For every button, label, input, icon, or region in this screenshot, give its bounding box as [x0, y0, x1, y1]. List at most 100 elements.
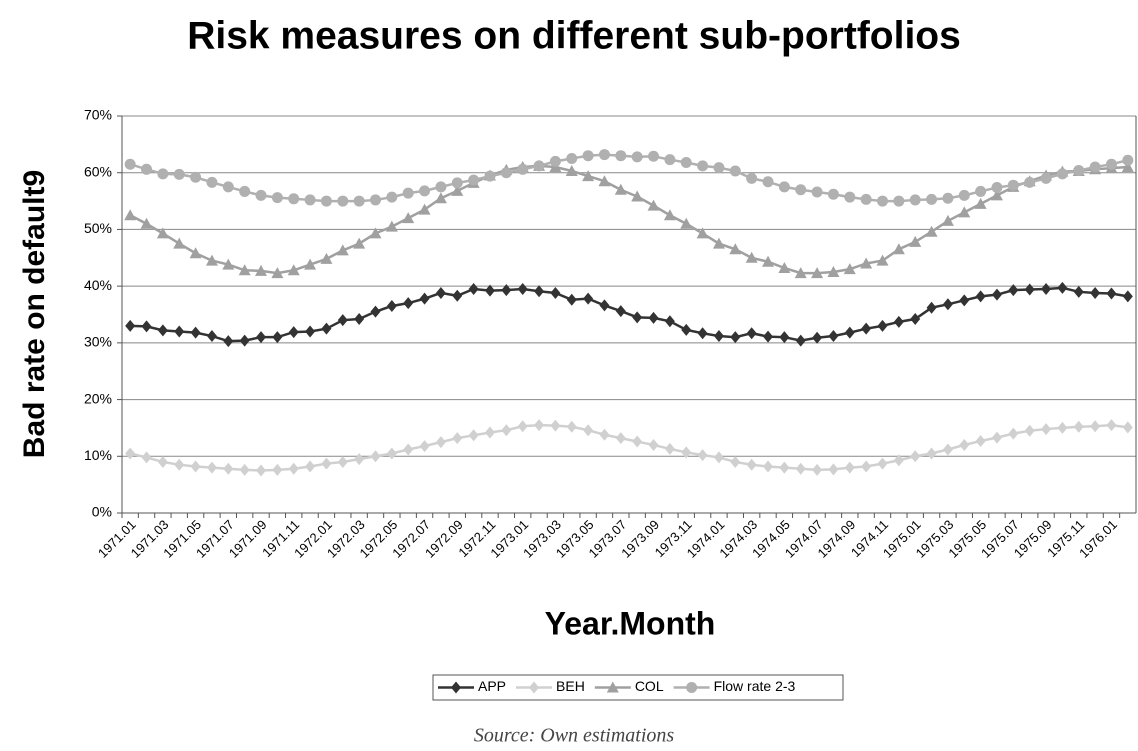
marker [926, 193, 938, 205]
marker [272, 331, 283, 344]
series-line [129, 164, 1128, 275]
marker [1041, 423, 1052, 436]
marker [975, 434, 986, 447]
marker [844, 191, 856, 203]
marker [615, 150, 627, 162]
marker [157, 324, 168, 337]
marker [140, 217, 153, 229]
marker [435, 286, 446, 299]
y-tick-label: 20% [84, 390, 112, 406]
marker [910, 450, 921, 463]
marker [583, 292, 594, 305]
marker [190, 171, 202, 183]
marker [1057, 281, 1068, 294]
marker [958, 206, 971, 218]
marker [141, 451, 152, 464]
marker [190, 460, 201, 473]
marker [893, 195, 905, 207]
y-tick-label: 0% [92, 504, 112, 520]
marker [287, 264, 300, 276]
marker [812, 331, 823, 344]
marker [419, 440, 430, 453]
marker [811, 186, 823, 198]
y-tick-label: 60% [84, 163, 112, 179]
marker [1040, 172, 1052, 184]
marker [517, 420, 528, 433]
marker [271, 192, 283, 204]
marker [353, 237, 366, 249]
marker [713, 162, 725, 174]
marker [206, 176, 218, 188]
marker [124, 158, 136, 170]
marker [206, 330, 217, 343]
marker [632, 435, 643, 448]
marker [451, 177, 463, 189]
marker [189, 247, 202, 259]
marker [125, 319, 136, 332]
marker [141, 320, 152, 333]
marker [713, 330, 724, 343]
marker [173, 237, 186, 249]
marker [304, 258, 317, 270]
marker [812, 463, 823, 476]
marker [337, 455, 348, 468]
marker [730, 455, 741, 468]
marker [583, 424, 594, 437]
marker [795, 462, 806, 475]
marker [844, 461, 855, 474]
marker [681, 446, 692, 459]
marker [1106, 287, 1117, 300]
marker [746, 327, 757, 340]
marker [124, 209, 137, 221]
marker [827, 188, 839, 200]
marker [860, 257, 873, 269]
marker [418, 203, 431, 215]
marker [517, 282, 528, 295]
marker [484, 284, 495, 297]
marker [1089, 161, 1101, 173]
marker [1024, 176, 1036, 188]
marker [926, 301, 937, 314]
marker [680, 157, 692, 169]
marker [763, 330, 774, 343]
marker [681, 323, 692, 336]
marker [304, 194, 316, 206]
legend-box [432, 674, 844, 701]
marker [336, 244, 349, 256]
marker [386, 191, 398, 203]
marker [893, 454, 904, 467]
marker [1122, 154, 1134, 166]
marker [614, 183, 627, 195]
marker [1008, 427, 1019, 440]
marker [686, 682, 698, 693]
marker [565, 165, 578, 177]
marker [1024, 283, 1035, 296]
marker [648, 438, 659, 451]
marker [959, 294, 970, 307]
marker [762, 176, 774, 188]
marker [1121, 161, 1134, 173]
marker [631, 151, 643, 163]
y-axis-label: Bad rate on default9 [18, 170, 51, 458]
marker [370, 194, 381, 206]
marker [205, 254, 218, 266]
marker [566, 293, 577, 306]
marker [1122, 290, 1133, 303]
marker [533, 160, 545, 172]
marker [385, 220, 398, 232]
marker [451, 681, 461, 694]
marker [534, 419, 545, 432]
marker [745, 251, 758, 263]
marker [141, 163, 153, 175]
marker [582, 150, 594, 162]
marker [125, 447, 136, 460]
marker [697, 160, 709, 172]
marker [529, 681, 540, 694]
marker [779, 331, 790, 344]
marker [435, 181, 447, 193]
marker [468, 174, 480, 186]
marker [354, 313, 365, 326]
marker [599, 299, 610, 312]
marker [991, 288, 1002, 301]
